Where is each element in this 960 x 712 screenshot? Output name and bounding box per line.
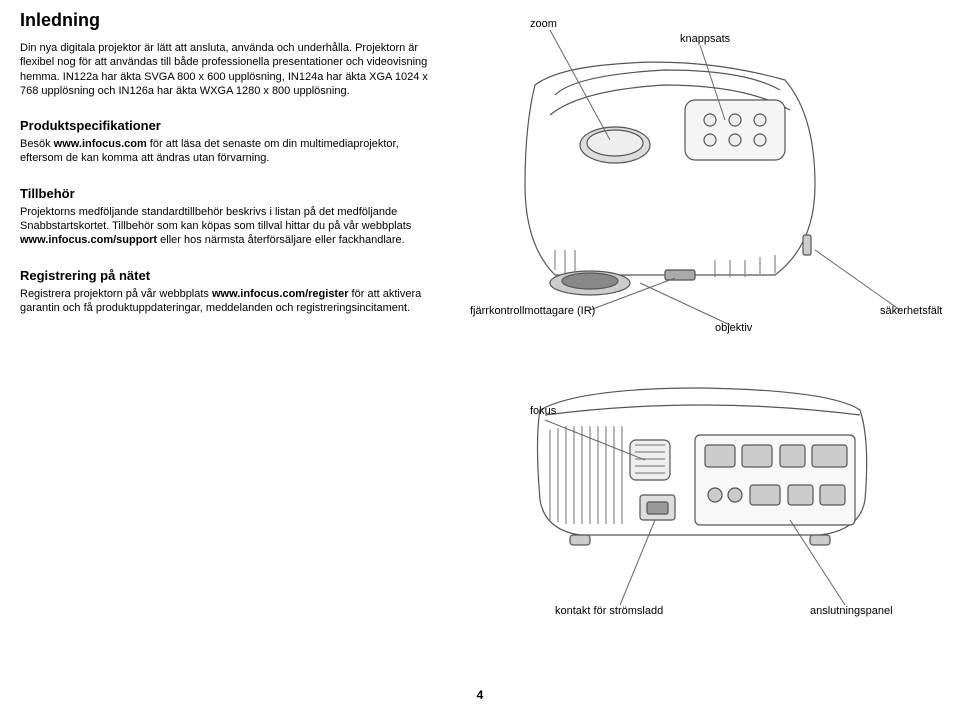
intro-paragraph: Din nya digitala projektor är lätt att a… xyxy=(20,41,440,98)
label-keypad: knappsats xyxy=(680,33,730,45)
spec-text: Besök xyxy=(20,138,54,150)
reg-url: www.infocus.com/register xyxy=(212,288,349,300)
label-power: kontakt för strömsladd xyxy=(555,605,663,617)
registration-paragraph: Registrera projektorn på vår webbplats w… xyxy=(20,287,440,316)
label-focus: fokus xyxy=(530,405,556,417)
accessories-paragraph: Projektorns medföljande standardtillbehö… xyxy=(20,205,440,248)
page-title: Inledning xyxy=(20,10,440,31)
accessories-heading: Tillbehör xyxy=(20,186,440,201)
label-panel: anslutningspanel xyxy=(810,605,893,617)
page-number: 4 xyxy=(0,688,960,702)
label-security: säkerhetsfält xyxy=(880,305,942,317)
spec-paragraph: Besök www.infocus.com för att läsa det s… xyxy=(20,137,440,166)
label-lens: objektiv xyxy=(715,322,752,334)
acc-url: www.infocus.com/support xyxy=(20,234,157,246)
label-ir: fjärrkontrollmottagare (IR) xyxy=(470,305,595,317)
acc-text2: eller hos närmsta återförsäljare eller f… xyxy=(157,234,405,246)
label-zoom: zoom xyxy=(530,18,557,30)
spec-heading: Produktspecifikationer xyxy=(20,118,440,133)
reg-text: Registrera projektorn på vår webbplats xyxy=(20,288,212,300)
spec-url: www.infocus.com xyxy=(54,138,147,150)
acc-text: Projektorns medföljande standardtillbehö… xyxy=(20,206,411,232)
registration-heading: Registrering på nätet xyxy=(20,268,440,283)
